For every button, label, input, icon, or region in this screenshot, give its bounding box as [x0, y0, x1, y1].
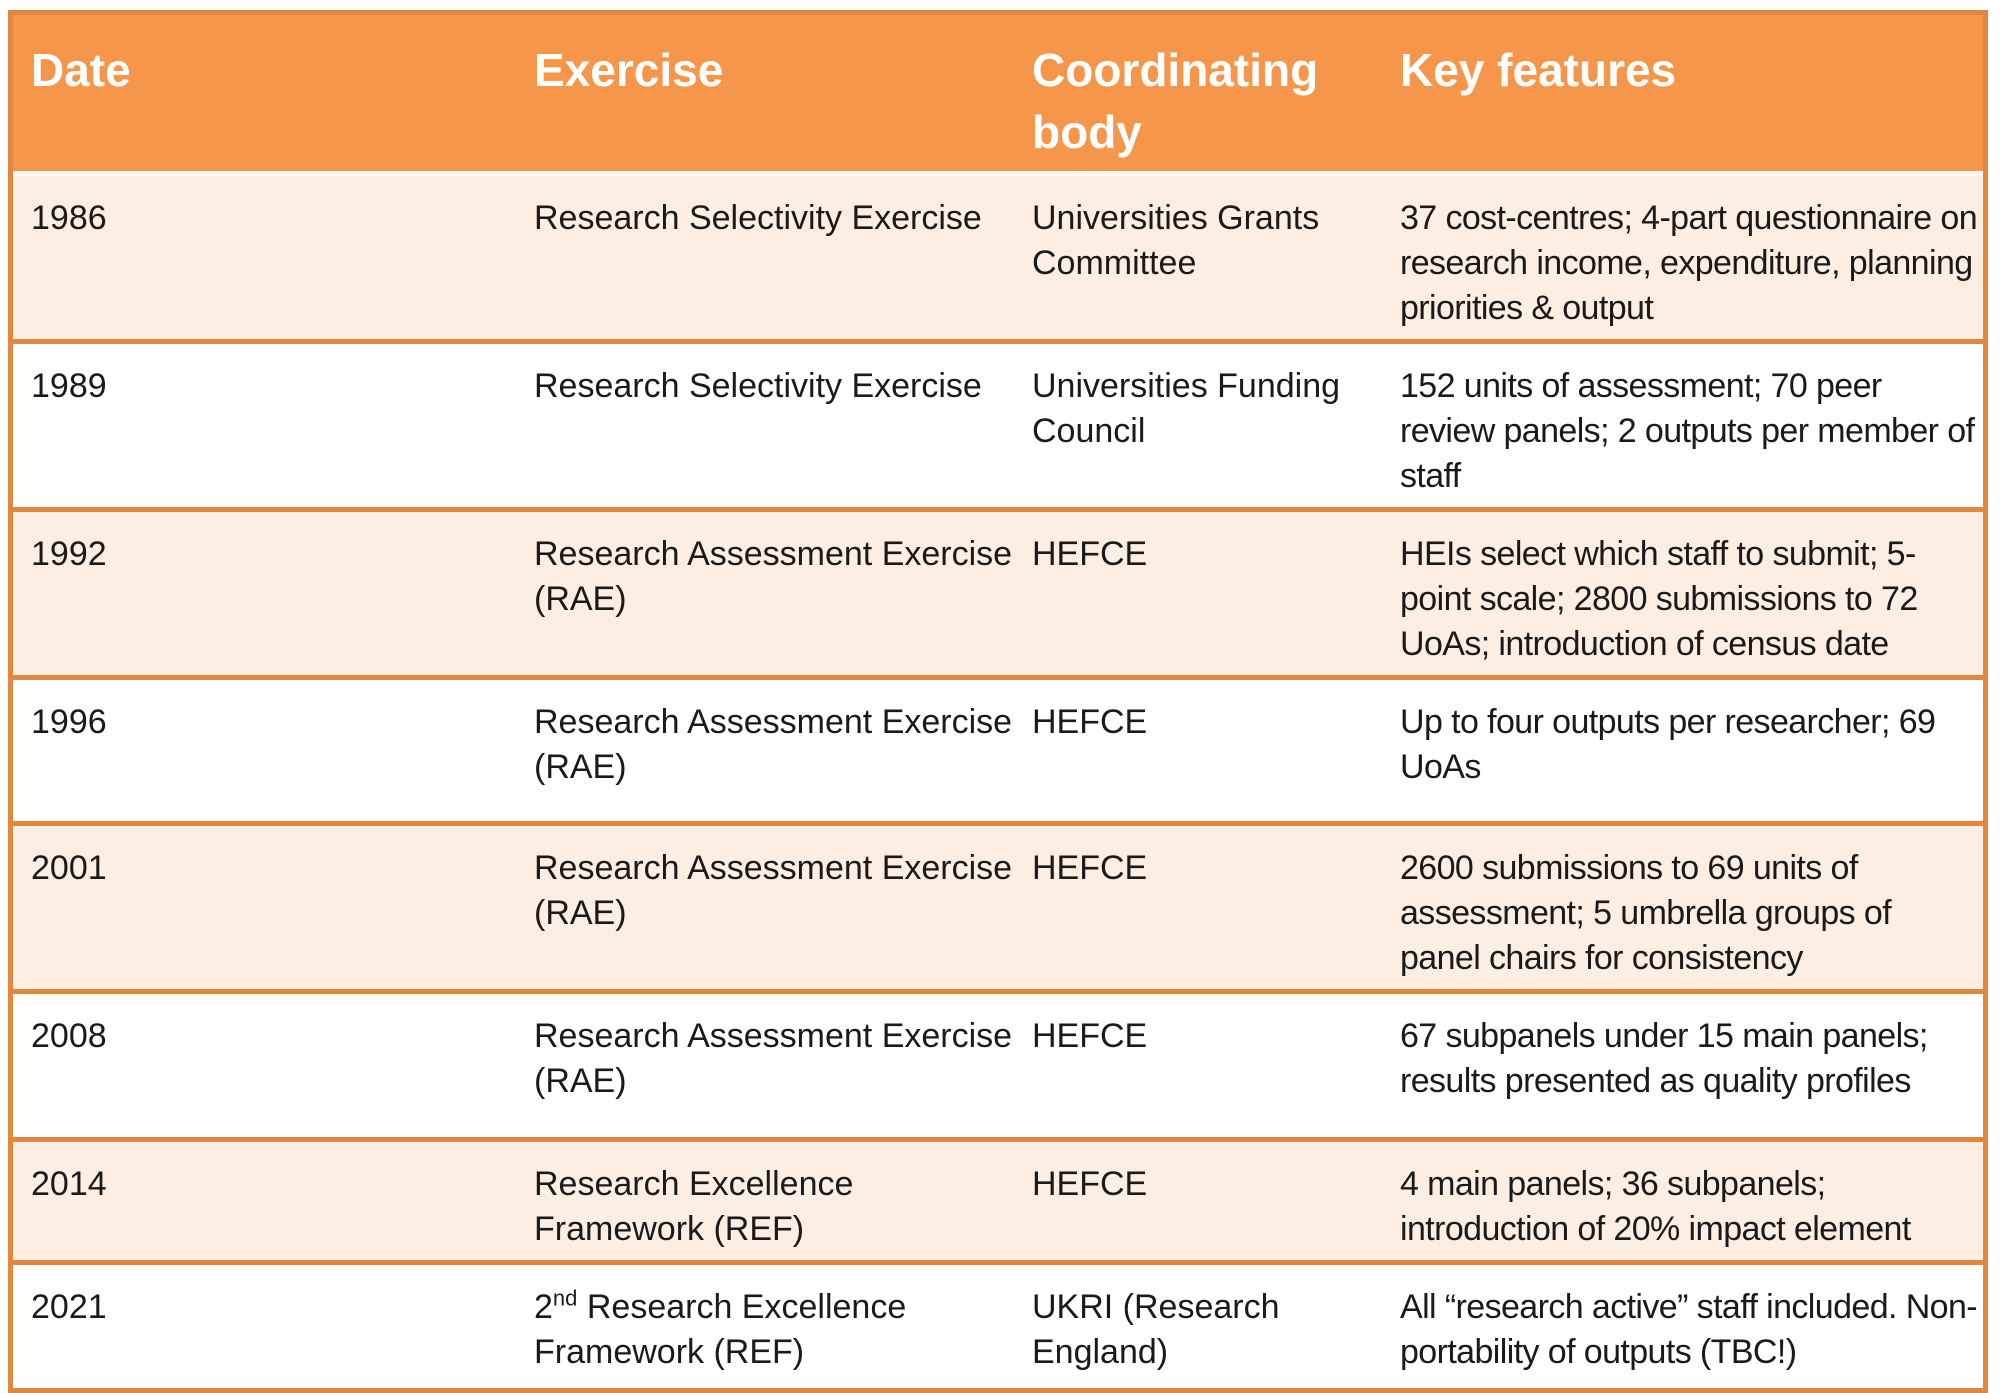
table-row-2001: 2001 Research Assessment Exercise (RAE) …	[13, 821, 1983, 989]
column-header-key-features: Key features	[1400, 44, 1677, 96]
table-row-2014: 2014 Research Excellence Framework (REF)…	[13, 1137, 1983, 1260]
cell-exercise: 2nd Research Excellence Framework (REF)	[534, 1265, 1032, 1388]
table-row-2008: 2008 Research Assessment Exercise (RAE) …	[13, 989, 1983, 1137]
column-header-exercise: Exercise	[534, 44, 724, 96]
table-row-1992: 1992 Research Assessment Exercise (RAE) …	[13, 507, 1983, 675]
cell-key-features: HEIs select which staff to submit; 5-poi…	[1400, 535, 1918, 663]
column-header-date: Date	[31, 44, 131, 96]
cell-date: 2001	[31, 849, 107, 887]
cell-key-features: Up to four outputs per researcher; 69 Uo…	[1400, 703, 1936, 786]
cell-date: 2021	[31, 1288, 107, 1326]
cell-coordinating-body: HEFCE	[1032, 1165, 1148, 1203]
cell-coordinating-body: UKRI (Research England)	[1032, 1288, 1280, 1371]
cell-coordinating-body: HEFCE	[1032, 1017, 1148, 1055]
table-row-1986: 1986 Research Selectivity Exercise Unive…	[13, 171, 1983, 339]
table-row-2021: 2021 2nd Research Excellence Framework (…	[13, 1260, 1983, 1388]
cell-key-features: 4 main panels; 36 subpanels; introductio…	[1400, 1165, 1911, 1248]
cell-exercise: Research Selectivity Exercise	[534, 199, 982, 237]
cell-key-features: 2600 submissions to 69 units of assessme…	[1400, 849, 1892, 977]
exercise-name: Research Excellence Framework (REF)	[534, 1288, 907, 1371]
cell-date: 1986	[31, 199, 107, 237]
cell-coordinating-body: HEFCE	[1032, 703, 1148, 741]
cell-exercise: Research Assessment Exercise (RAE)	[534, 1017, 1013, 1100]
cell-exercise: Research Assessment Exercise (RAE)	[534, 849, 1013, 932]
cell-exercise: Research Assessment Exercise (RAE)	[534, 703, 1013, 786]
cell-date: 1992	[31, 535, 107, 573]
cell-coordinating-body: Universities Funding Council	[1032, 367, 1341, 450]
cell-coordinating-body: HEFCE	[1032, 849, 1148, 887]
cell-key-features: 37 cost-centres; 4-part questionnaire on…	[1400, 199, 1978, 327]
table-header-row: Date Exercise Coordinating body Key feat…	[13, 15, 1983, 171]
cell-date: 1989	[31, 367, 107, 405]
cell-coordinating-body: HEFCE	[1032, 535, 1148, 573]
page: Date Exercise Coordinating body Key feat…	[8, 10, 1988, 1393]
table-row-1989: 1989 Research Selectivity Exercise Unive…	[13, 339, 1983, 507]
cell-coordinating-body: Universities Grants Committee	[1032, 199, 1320, 282]
research-assessment-history-table: Date Exercise Coordinating body Key feat…	[8, 10, 1988, 1393]
cell-exercise: Research Selectivity Exercise	[534, 367, 982, 405]
cell-date: 2014	[31, 1165, 107, 1203]
cell-date: 1996	[31, 703, 107, 741]
cell-key-features: 67 subpanels under 15 main panels; resul…	[1400, 1017, 1928, 1100]
table-row-1996: 1996 Research Assessment Exercise (RAE) …	[13, 675, 1983, 821]
cell-exercise: Research Assessment Exercise (RAE)	[534, 535, 1013, 618]
exercise-ordinal-number: 2	[534, 1288, 553, 1326]
column-header-coordinating-body: Coordinating body	[1032, 44, 1319, 158]
cell-key-features: 152 units of assessment; 70 peer review …	[1400, 367, 1975, 495]
cell-exercise: Research Excellence Framework (REF)	[534, 1165, 854, 1248]
exercise-ordinal-suffix: nd	[552, 1285, 578, 1311]
cell-key-features: All “research active” staff included. No…	[1400, 1288, 1978, 1371]
cell-date: 2008	[31, 1017, 107, 1055]
